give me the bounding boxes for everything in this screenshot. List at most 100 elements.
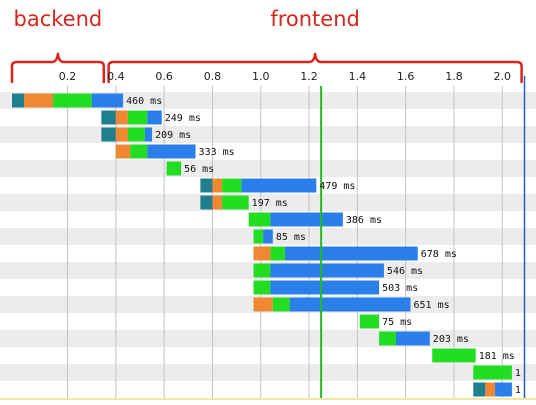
row-stripe [0, 194, 536, 211]
bar-segment-green [53, 93, 92, 108]
request-bar [12, 93, 124, 108]
x-tick-label: 1.0 [252, 70, 270, 83]
duration-label: 56 ms [184, 164, 214, 175]
bar-segment-green [270, 246, 285, 261]
request-bar [101, 110, 162, 125]
row-stripe [0, 381, 536, 398]
row-stripe [0, 347, 536, 364]
bar-segment-green [253, 263, 271, 278]
duration-label: 75 ms [382, 317, 412, 328]
bar-segment-green [127, 127, 145, 142]
x-tick-label: 2.0 [494, 70, 512, 83]
bar-segment-blue [270, 263, 384, 278]
request-bar [253, 263, 384, 278]
bar-segment-green [359, 314, 380, 329]
request-bar [379, 331, 430, 346]
duration-label: 85 ms [276, 232, 306, 243]
duration-label: 546 ms [387, 266, 423, 277]
duration-label: 181 ms [479, 351, 515, 362]
bar-segment-blue [270, 280, 380, 295]
request-bar [432, 348, 476, 363]
region-label: frontend [270, 7, 360, 31]
bar-segment-teal [200, 178, 213, 193]
request-bar [473, 365, 512, 380]
request-bar [200, 178, 317, 193]
duration-label: 678 ms [421, 249, 457, 260]
request-bar [248, 212, 343, 227]
bar-segment-blue [284, 246, 418, 261]
row-stripe [0, 160, 536, 177]
request-bar [200, 195, 249, 210]
bar-segment-green [432, 348, 476, 363]
request-bar [253, 246, 418, 261]
x-tick-label: 0.4 [107, 70, 125, 83]
duration-label: 460 ms [126, 96, 162, 107]
request-bar [101, 127, 153, 142]
bar-segment-orange [253, 246, 271, 261]
bar-segment-green [222, 195, 249, 210]
bar-segment-orange [115, 144, 131, 159]
bar-segment-green [379, 331, 396, 346]
request-bar [473, 382, 512, 397]
bar-segment-green [272, 297, 290, 312]
row-stripe [0, 143, 536, 160]
bar-segment-teal [12, 93, 25, 108]
duration-label: 197 ms [252, 198, 288, 209]
duration-label: 333 ms [199, 147, 235, 158]
region-label: backend [14, 7, 103, 31]
bar-segment-green [127, 110, 148, 125]
duration-label: 503 ms [382, 283, 418, 294]
duration-label: 249 ms [165, 113, 201, 124]
bar-segment-blue [241, 178, 317, 193]
x-tick-label: 1.4 [349, 70, 367, 83]
row-stripe [0, 364, 536, 381]
x-tick-label: 1.2 [300, 70, 318, 83]
duration-label: 203 ms [433, 334, 469, 345]
row-stripe [0, 313, 536, 330]
bar-segment-blue [396, 331, 430, 346]
bars [12, 93, 512, 397]
bar-segment-blue [289, 297, 411, 312]
bar-segment-blue [263, 229, 273, 244]
request-bar [253, 229, 273, 244]
bar-segment-green [253, 280, 271, 295]
bar-segment-blue [91, 93, 124, 108]
bar-segment-blue [147, 144, 196, 159]
x-tick-label: 0.8 [204, 70, 222, 83]
bar-segment-orange [115, 127, 128, 142]
bar-segment-blue [270, 212, 343, 227]
bar-segment-orange [212, 178, 223, 193]
duration-label: 479 ms [319, 181, 355, 192]
request-bar [253, 297, 411, 312]
bar-segment-green [253, 229, 264, 244]
row-stripe [0, 109, 536, 126]
duration-label: 1 [515, 368, 521, 379]
bar-segment-blue [495, 382, 512, 397]
request-bar [166, 161, 182, 176]
request-bar [115, 144, 196, 159]
bar-segment-green [473, 365, 512, 380]
row-stripe [0, 92, 536, 109]
bar-segment-green [166, 161, 182, 176]
region-annotations: backend frontend [10, 7, 523, 84]
duration-label: 651 ms [413, 300, 449, 311]
region-brace [10, 52, 106, 84]
bar-segment-teal [101, 127, 116, 142]
x-tick-label: 0.6 [155, 70, 173, 83]
bar-segment-blue [144, 127, 153, 142]
bar-segment-green [222, 178, 242, 193]
bar-segment-orange [24, 93, 54, 108]
bar-segment-green [248, 212, 271, 227]
bar-segment-orange [485, 382, 496, 397]
request-bar [359, 314, 380, 329]
bar-segment-teal [101, 110, 116, 125]
x-tick-label: 1.6 [397, 70, 415, 83]
region-brace [107, 52, 523, 84]
bar-segment-orange [212, 195, 223, 210]
x-tick-label: 0.2 [59, 70, 77, 83]
duration-label: 386 ms [346, 215, 382, 226]
bar-segment-orange [115, 110, 128, 125]
request-bar [253, 280, 380, 295]
